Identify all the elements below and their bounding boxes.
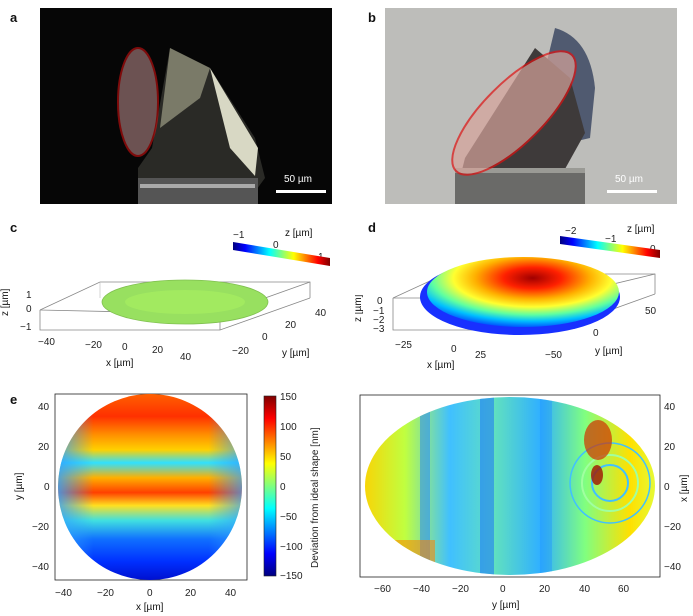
d-z-tick-1: −1: [373, 306, 385, 317]
e-cbar-tick-6: −150: [280, 571, 303, 582]
f-x-tick-2: −20: [452, 584, 469, 595]
e-x-tick-2: 0: [147, 588, 153, 599]
d-x-label: x [µm]: [427, 360, 455, 371]
f-y-tick-4: −40: [664, 562, 681, 573]
e-y-tick-3: −20: [32, 522, 49, 533]
panel-label-d: d: [368, 220, 376, 235]
deviation-map-f: [365, 397, 655, 575]
photo-b: 50 µm: [385, 8, 677, 204]
cbar-d-title: z [µm]: [627, 224, 655, 235]
deviation-map-e: [58, 394, 242, 580]
d-y-tick-2: 50: [645, 306, 657, 317]
d-y-label: y [µm]: [595, 346, 623, 357]
c-y-tick-3: 40: [315, 308, 327, 319]
e-cbar-label: Deviation from ideal shape [nm]: [310, 427, 321, 568]
colorbar-e: [263, 395, 277, 577]
e-cbar-tick-0: 150: [280, 392, 297, 403]
c-z-tick-0: −1: [20, 322, 32, 333]
scale-bar-b: [607, 190, 657, 193]
d-x-tick-0: −25: [395, 340, 412, 351]
e-cbar-tick-5: −100: [280, 542, 303, 553]
f-y-tick-2: 0: [664, 482, 670, 493]
c-z-tick-2: 1: [26, 290, 32, 301]
c-x-tick-4: 40: [180, 352, 192, 363]
e-y-label: y [µm]: [14, 472, 25, 500]
d-x-tick-2: 25: [475, 350, 487, 361]
e-x-tick-3: 20: [185, 588, 197, 599]
f-x-tick-5: 40: [579, 584, 591, 595]
d-z-tick-2: −2: [373, 315, 385, 326]
c-x-tick-3: 20: [152, 345, 164, 356]
c-x-tick-2: 0: [122, 342, 128, 353]
f-x-tick-6: 60: [618, 584, 630, 595]
scale-bar-a: [276, 190, 326, 193]
d-y-tick-1: 0: [593, 328, 599, 339]
e-x-label: x [µm]: [136, 602, 164, 613]
e-x-tick-0: −40: [55, 588, 72, 599]
c-x-tick-0: −40: [38, 337, 55, 348]
c-x-label: x [µm]: [106, 358, 134, 369]
c-y-tick-0: −20: [232, 346, 249, 357]
c-z-tick-1: 0: [26, 304, 32, 315]
e-y-tick-1: 20: [38, 442, 50, 453]
e-cbar-tick-2: 50: [280, 452, 292, 463]
panel-label-c: c: [10, 220, 18, 235]
c-y-tick-1: 0: [262, 332, 268, 343]
e-y-tick-2: 0: [44, 482, 50, 493]
e-x-tick-4: 40: [225, 588, 237, 599]
plot-3d-c: −1 0 1 z [µm] z [µm] −1 0 1 −40 −20 0 20…: [0, 228, 330, 369]
e-cbar-tick-3: 0: [280, 482, 286, 493]
e-cbar-tick-4: −50: [280, 512, 297, 523]
e-x-tick-1: −20: [97, 588, 114, 599]
scale-label-a: 50 µm: [284, 174, 312, 185]
d-z-tick-3: −3: [373, 324, 385, 335]
e-cbar-tick-1: 100: [280, 422, 297, 433]
f-y-tick-0: 40: [664, 402, 676, 413]
cbar-c-tick-1: 0: [273, 240, 279, 251]
f-y-label: x [µm]: [679, 474, 690, 502]
d-y-tick-0: −50: [545, 350, 562, 361]
c-x-tick-1: −20: [85, 340, 102, 351]
e-y-tick-4: −40: [32, 562, 49, 573]
panel-label-b: b: [368, 10, 376, 25]
cbar-d-tick-0: −2: [565, 226, 577, 237]
d-z-label: z [µm]: [355, 294, 364, 322]
f-y-tick-1: 20: [664, 442, 676, 453]
cbar-d-tick-1: −1: [605, 234, 617, 245]
scale-label-b: 50 µm: [615, 174, 643, 185]
panel-label-a: a: [10, 10, 18, 25]
f-x-tick-4: 20: [539, 584, 551, 595]
c-y-label: y [µm]: [282, 348, 310, 359]
plot-e: −40 −20 0 20 40 x [µm] 40 20 0 −20 −40 y…: [14, 392, 321, 613]
colorbar-c: [233, 242, 330, 266]
panel-label-e: e: [10, 392, 18, 407]
f-y-tick-3: −20: [664, 522, 681, 533]
e-y-tick-0: 40: [38, 402, 50, 413]
f-x-tick-3: 0: [500, 584, 506, 595]
cbar-c-title: z [µm]: [285, 228, 313, 239]
d-x-tick-1: 0: [451, 344, 457, 355]
f-x-tick-0: −60: [374, 584, 391, 595]
d-z-tick-0: 0: [377, 296, 383, 307]
photo-a: 50 µm: [40, 8, 332, 204]
c-y-tick-2: 20: [285, 320, 297, 331]
f-x-tick-1: −40: [413, 584, 430, 595]
cbar-c-tick-0: −1: [233, 230, 245, 241]
c-z-label: z [µm]: [0, 288, 11, 316]
colorbar-d: [560, 236, 660, 258]
f-x-label: y [µm]: [492, 600, 520, 611]
plot-3d-d: −2 −1 0 z [µm] z [µm] 0 −1 −2 −3 −25 0 2…: [355, 224, 660, 371]
